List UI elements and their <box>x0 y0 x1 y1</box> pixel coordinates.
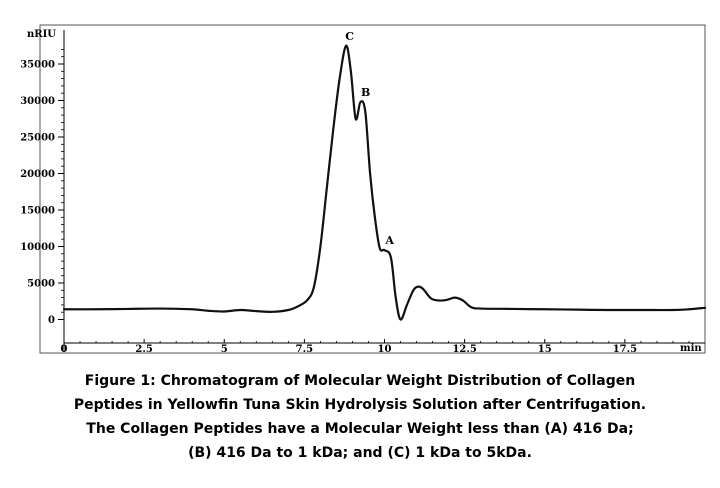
y-axis-unit-label: nRIU <box>27 29 56 40</box>
x-tick-label: 5 <box>221 344 228 355</box>
axis-ticks: 0 2.5 5 7.5 10 12.5 15 17.5 0 5000 10000 15000 20000… <box>20 49 690 355</box>
caption-line-4: (B) 416 Da to 1 kDa; and (C) 1 kDa to 5k… <box>188 445 532 461</box>
plot-frame <box>39 24 706 354</box>
caption-line-3: The Collagen Peptides have a Molecular W… <box>86 421 634 437</box>
x-axis-unit-label: min <box>680 343 702 354</box>
caption-line-2: Peptides in Yellowfin Tuna Skin Hydrolys… <box>73 397 647 413</box>
y-tick-label: 0 <box>48 315 55 326</box>
y-tick-label: 25000 <box>20 133 55 144</box>
x-tick-label: 10 <box>378 344 392 355</box>
y-tick-label: 5000 <box>27 279 55 290</box>
peak-annotations: C B A <box>345 30 394 247</box>
y-tick-label: 35000 <box>20 60 55 71</box>
x-tick-label: 12.5 <box>452 344 476 355</box>
caption-line-1: Figure 1: Chromatogram of Molecular Weig… <box>84 373 636 389</box>
figure-caption: Figure 1: Chromatogram of Molecular Weig… <box>0 369 720 465</box>
x-tick-label: 15 <box>538 344 552 355</box>
chromatogram-line <box>62 44 707 321</box>
x-tick-label: 0 <box>61 344 68 355</box>
chart-frame: nRIU min 0 2.5 5 7.5 10 12.5 15 17.5 0 5000 10000 1… <box>20 24 707 355</box>
x-tick-label: 2.5 <box>135 344 152 355</box>
chromatogram-chart: nRIU min 0 2.5 5 7.5 10 12.5 15 17.5 0 5000 10000 1… <box>20 24 707 355</box>
y-tick-label: 15000 <box>20 206 55 217</box>
y-tick-label: 20000 <box>20 169 55 180</box>
x-tick-label: 7.5 <box>296 344 313 355</box>
peak-label-c: C <box>345 30 354 43</box>
y-tick-label: 30000 <box>20 96 55 107</box>
peak-label-a: A <box>384 234 394 247</box>
x-tick-label: 17.5 <box>613 344 637 355</box>
peak-label-b: B <box>361 86 370 99</box>
y-tick-label: 10000 <box>20 242 55 253</box>
